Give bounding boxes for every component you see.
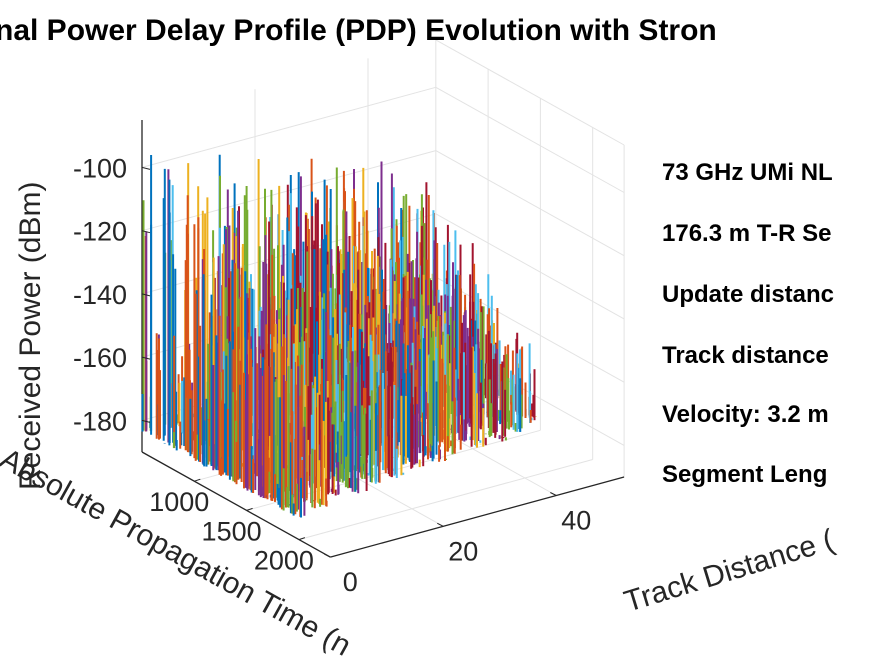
x-tick-label: 2000 (254, 546, 314, 576)
x-tick-label: 1000 (149, 487, 209, 517)
annotation-block: 73 GHz UMi NL 176.3 m T-R Se Update dist… (662, 159, 834, 488)
x-tick-mark (298, 537, 306, 541)
grid-line (141, 86, 436, 168)
z-tick-label: -120 (73, 217, 127, 247)
x-tick-label: 1500 (202, 516, 262, 546)
z-tick-mark (141, 356, 151, 360)
stems-layer (141, 154, 537, 518)
annotation-line: 176.3 m T-R Se (662, 220, 831, 247)
annotation-line: Track distance (662, 342, 829, 369)
annotation-line: Segment Leng (662, 461, 827, 488)
z-tick-mark (141, 230, 151, 234)
chart-title: nal Power Delay Profile (PDP) Evolution … (0, 14, 717, 47)
annotation-line: Update distanc (662, 281, 834, 308)
y-tick-label: 20 (448, 536, 478, 566)
grid-line (141, 150, 436, 232)
y-tick-label: 0 (343, 567, 358, 597)
z-tick-mark (141, 419, 151, 423)
y-tick-mark (550, 492, 557, 496)
z-axis-label: Received Power (dBm) (14, 182, 47, 490)
z-tick-label: -180 (73, 406, 127, 436)
box-edge (435, 39, 625, 146)
annotation-line: Velocity: 3.2 m (662, 401, 829, 428)
z-tick-mark (141, 293, 151, 297)
x-tick-mark (246, 507, 253, 511)
annotation-line: 73 GHz UMi NL (662, 159, 833, 186)
z-tick-mark (141, 166, 151, 170)
z-tick-label: -100 (73, 153, 127, 183)
grid-line (298, 459, 593, 541)
x-tick-mark (194, 478, 201, 482)
y-axis-line (330, 476, 625, 558)
z-tick-label: -140 (73, 280, 127, 310)
y-tick-label: 40 (561, 506, 591, 536)
y-tick-mark (324, 553, 331, 558)
y-tick-mark (437, 522, 444, 527)
z-tick-label: -160 (73, 343, 127, 373)
